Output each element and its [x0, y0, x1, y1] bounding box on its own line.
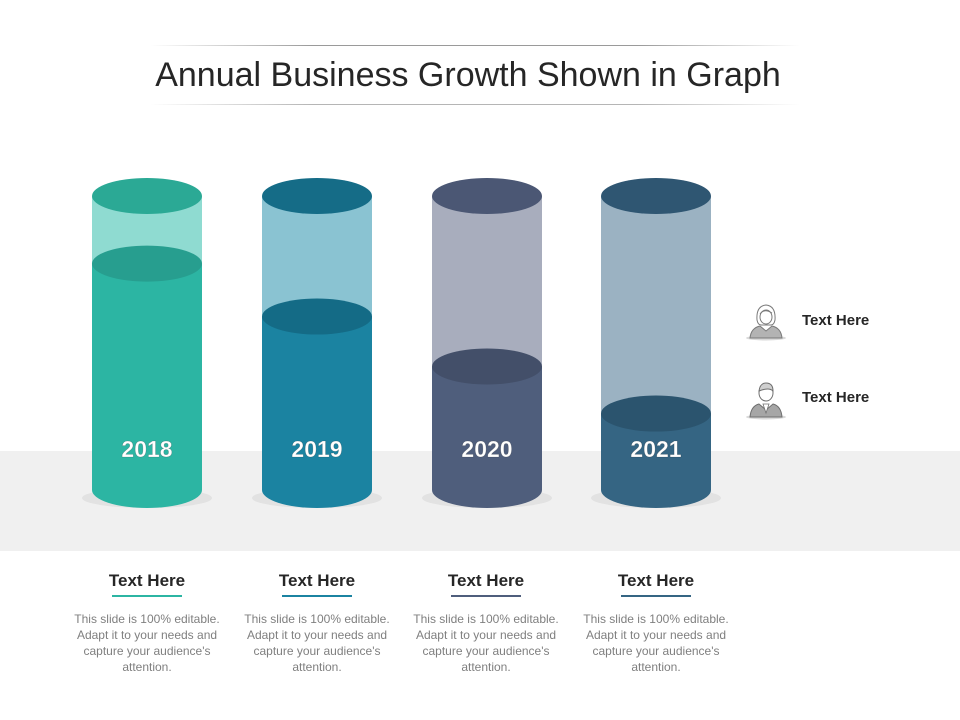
female-avatar-icon [746, 304, 786, 341]
title-rule-bottom [150, 104, 800, 105]
card-body: This slide is 100% editable. Adapt it to… [244, 612, 390, 674]
cylinder-fill-top [92, 245, 202, 282]
cylinder-empty-body [432, 196, 542, 385]
year-label-2020: 2020 [461, 436, 512, 462]
male-avatar-icon [746, 382, 786, 420]
card-body: This slide is 100% editable. Adapt it to… [583, 612, 729, 674]
card-underline [112, 595, 182, 597]
legend-label-2: Text Here [802, 389, 870, 406]
card-body: This slide is 100% editable. Adapt it to… [413, 612, 559, 674]
card-underline [621, 595, 691, 597]
card-heading: Text Here [617, 571, 695, 590]
cylinder-fill-body [262, 316, 372, 508]
cylinder-fill-top [262, 298, 372, 335]
info-card-2018: Text Here This slide is 100% editable. A… [67, 571, 227, 675]
cylinder-fill-top [432, 348, 542, 385]
title-rule-top [150, 45, 800, 46]
year-label-2019: 2019 [291, 436, 342, 462]
card-body: This slide is 100% editable. Adapt it to… [74, 612, 220, 674]
card-underline [451, 595, 521, 597]
info-card-2020: Text Here This slide is 100% editable. A… [406, 571, 566, 675]
cylinder-top-lid [601, 178, 711, 214]
page-title: Annual Business Growth Shown in Graph [155, 56, 781, 94]
cylinder-fill-body [92, 263, 202, 508]
card-heading: Text Here [108, 571, 186, 590]
cylinder-top-lid [262, 178, 372, 214]
card-heading: Text Here [447, 571, 525, 590]
cylinder-empty-body [601, 196, 711, 432]
cylinder-fill-top [601, 395, 711, 432]
legend-item-2: Text Here [744, 377, 944, 421]
info-card-2019: Text Here This slide is 100% editable. A… [237, 571, 397, 675]
year-label-2018: 2018 [121, 436, 172, 462]
cylinder-fill-body [601, 413, 711, 508]
card-heading: Text Here [278, 571, 356, 590]
year-label-2021: 2021 [630, 436, 681, 462]
cylinder-top-lid [92, 178, 202, 214]
card-underline [282, 595, 352, 597]
cylinder-top-lid [432, 178, 542, 214]
cylinder-group: 2018 2019 2020 2021 [82, 178, 721, 508]
info-card-2021: Text Here This slide is 100% editable. A… [576, 571, 736, 675]
legend-label-1: Text Here [802, 312, 870, 329]
cylinder-fill-body [432, 366, 542, 508]
cylinder-empty-body [262, 196, 372, 335]
legend-item-1: Text Here [744, 300, 944, 344]
